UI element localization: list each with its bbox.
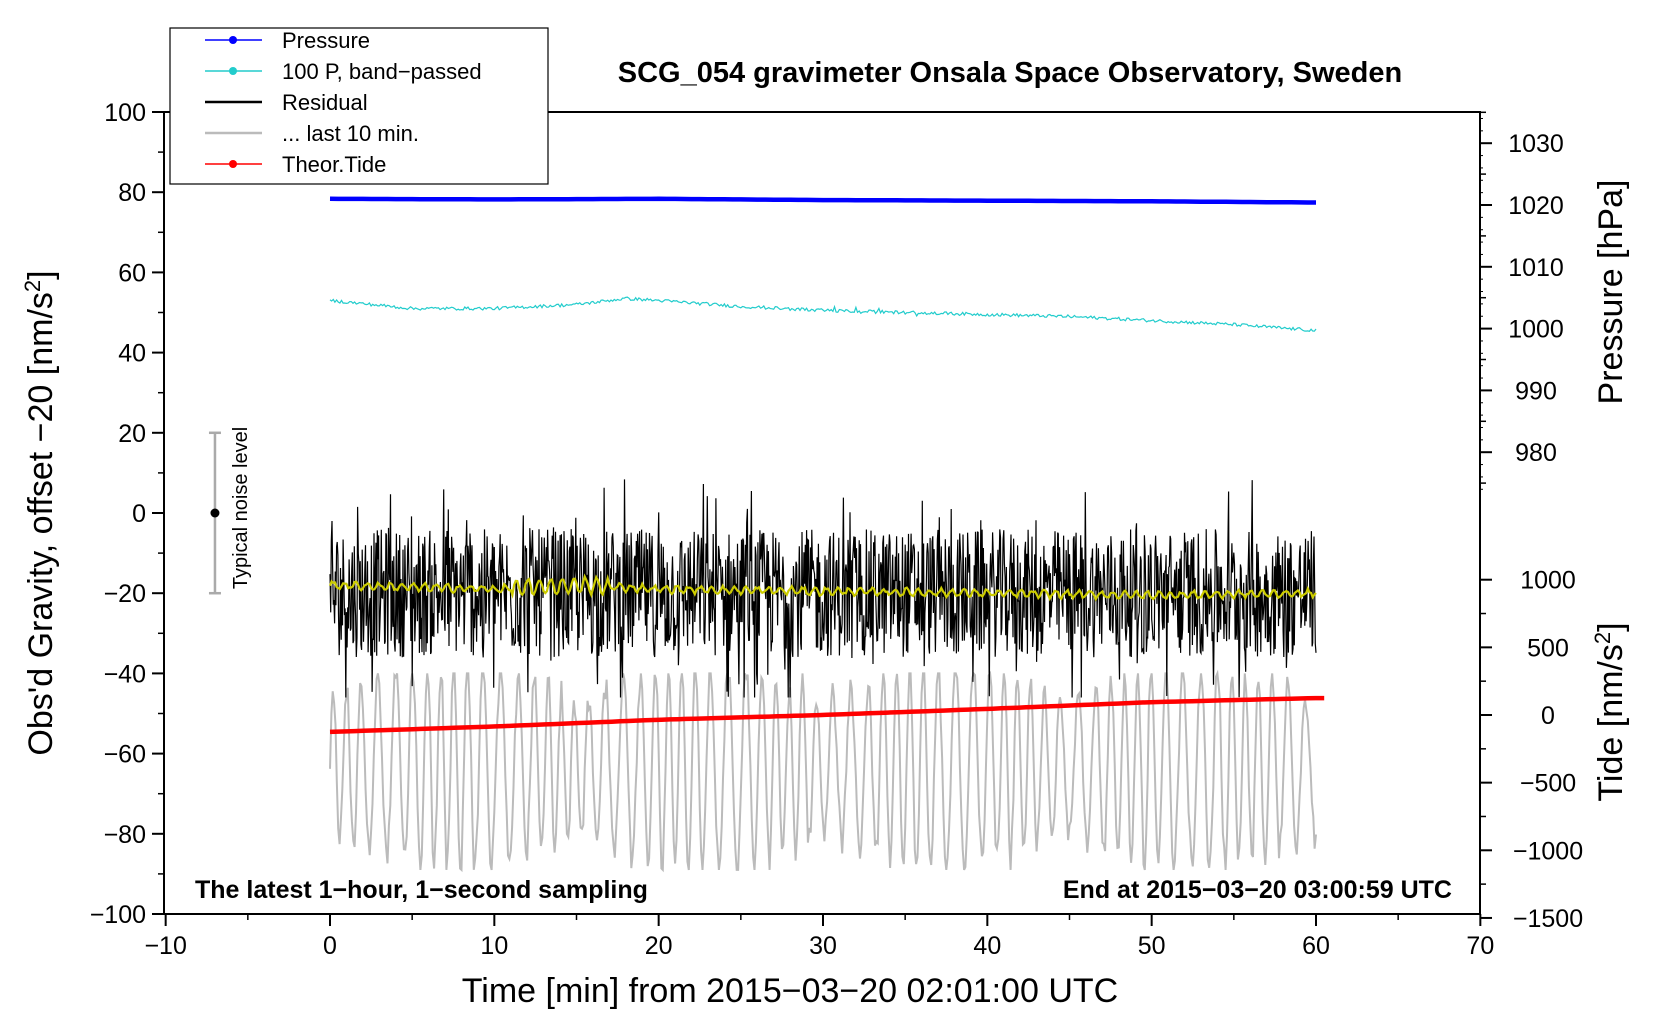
tide-tick-label: 1000 xyxy=(1520,567,1576,595)
y-tick-label: 20 xyxy=(118,420,146,448)
end-time-note: End at 2015−03−20 03:00:59 UTC xyxy=(1063,876,1452,904)
y-tick-label: −100 xyxy=(90,901,146,929)
tide-tick-label: −500 xyxy=(1520,770,1576,798)
tide-axis-title: Tide [nm/s2] xyxy=(1590,622,1630,801)
x-tick-label: 20 xyxy=(645,932,673,960)
residual-series xyxy=(329,479,1317,698)
x-tick-label: 0 xyxy=(323,932,337,960)
y-tick-label: −40 xyxy=(104,660,146,688)
y-tick-label: −20 xyxy=(104,580,146,608)
y-tick-label: 80 xyxy=(118,179,146,207)
pressure-axis-title: Pressure [hPa] xyxy=(1592,180,1630,405)
pressure-tick-label: 990 xyxy=(1515,377,1557,405)
legend-box xyxy=(169,27,549,185)
pressure-tick-label: 1010 xyxy=(1508,254,1564,282)
pressure-tick-label: 1000 xyxy=(1508,316,1564,344)
noise-center-dot xyxy=(210,508,220,518)
legend-marker xyxy=(229,160,237,168)
noise-level-label: Typical noise level xyxy=(230,427,252,589)
x-tick-label: 50 xyxy=(1138,932,1166,960)
legend-label: 100 P, band−passed xyxy=(282,59,482,84)
tide-tick-label: −1000 xyxy=(1513,837,1583,865)
x-tick-label: 40 xyxy=(973,932,1001,960)
y-tick-label: 0 xyxy=(132,500,146,528)
pressure-tick-label: 1030 xyxy=(1508,130,1564,158)
y-axis-title-sup: 2 xyxy=(20,280,45,292)
pressure-tick-label: 980 xyxy=(1515,439,1557,467)
legend: Pressure 100 P, band−passed Residual ... la… xyxy=(169,27,549,185)
y-axis-title-end: ] xyxy=(22,270,60,279)
x-tick-label: 10 xyxy=(480,932,508,960)
tide-series xyxy=(329,695,1325,735)
pressure-tick-label: 1020 xyxy=(1508,192,1564,220)
tide-tick-label: 500 xyxy=(1527,634,1569,662)
legend-label: Theor.Tide xyxy=(282,152,386,177)
y-tick-label: 40 xyxy=(118,340,146,368)
y-axis-title: Obs'd Gravity, offset −20 [nm/s2] xyxy=(20,270,60,755)
ticks-layer: −10 0 10 20 30 40 50 60 70−100−80−60−40−20020406… xyxy=(90,99,1583,960)
legend-marker xyxy=(229,36,237,44)
tide-tick-label: 0 xyxy=(1541,702,1555,730)
x-tick-label: 70 xyxy=(1466,932,1494,960)
residual-smoothed-series xyxy=(328,573,1317,602)
x-tick-label: 30 xyxy=(809,932,837,960)
y-tick-label: 100 xyxy=(104,99,146,127)
sampling-note: The latest 1−hour, 1−second sampling xyxy=(195,876,648,904)
last-10-min-series xyxy=(329,669,1317,873)
noise-level-indicator xyxy=(208,431,221,595)
x-tick-label: −10 xyxy=(144,932,186,960)
legend-label: Residual xyxy=(282,90,368,115)
x-axis-title: Time [min] from 2015−03−20 02:01:00 UTC xyxy=(462,972,1118,1010)
tide-axis-title-end: ] xyxy=(1592,622,1630,631)
y-axis-title-main: Obs'd Gravity, offset −20 [nm/s xyxy=(22,292,60,755)
series-layer xyxy=(328,196,1325,873)
chart-title: SCG_054 gravimeter Onsala Space Observat… xyxy=(618,57,1402,89)
y-tick-label: −80 xyxy=(104,821,146,849)
pressure-series xyxy=(329,196,1316,205)
legend-label: Pressure xyxy=(282,28,370,53)
tide-axis-title-sup: 2 xyxy=(1590,632,1615,644)
tide-tick-label: −1500 xyxy=(1513,905,1583,933)
y-tick-label: −60 xyxy=(104,741,146,769)
band-passed-pressure-series xyxy=(329,296,1317,332)
tide-axis-title-main: Tide [nm/s xyxy=(1592,644,1630,801)
legend-marker xyxy=(229,67,237,75)
legend-label: ... last 10 min. xyxy=(282,121,419,146)
x-tick-label: 60 xyxy=(1302,932,1330,960)
y-tick-label: 60 xyxy=(118,259,146,287)
